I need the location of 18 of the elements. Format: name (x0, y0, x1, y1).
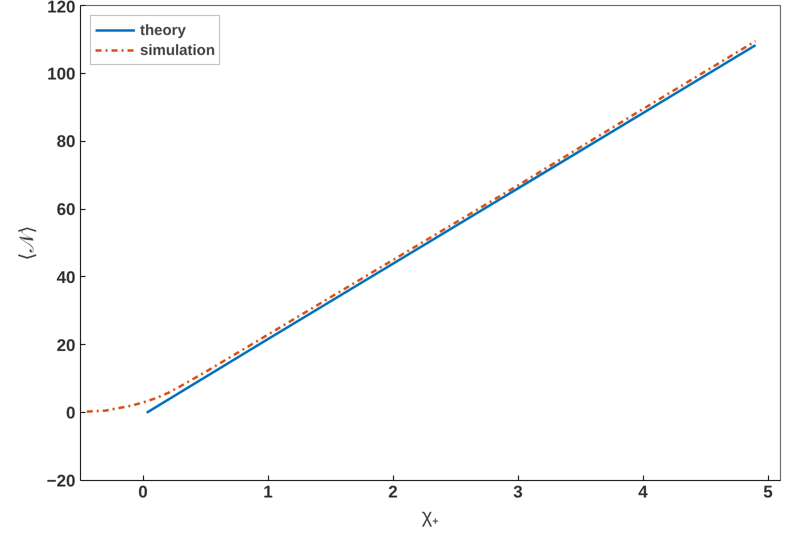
x-axis-title: χ₊ (422, 506, 440, 528)
y-tick-label: 20 (56, 336, 76, 355)
y-axis-title: ⟨𝒩⟩ (16, 226, 39, 260)
y-tick-label: 40 (56, 268, 76, 287)
x-tick-label: 3 (513, 482, 523, 502)
x-tick-label: 5 (763, 482, 773, 502)
y-tick-label: −20 (46, 472, 76, 490)
x-tick-label: 1 (263, 482, 273, 502)
x-tick-label: 4 (638, 482, 648, 502)
legend-label: simulation (140, 42, 216, 58)
x-tick-label: 2 (388, 482, 398, 502)
y-tick-label: 80 (56, 132, 76, 152)
y-tick-label: 0 (66, 404, 76, 423)
y-tick-label: 100 (47, 64, 76, 84)
y-tick-label: 120 (47, 0, 76, 16)
y-tick-label: 60 (56, 200, 76, 220)
legend-label: theory (140, 22, 186, 38)
x-tick-label: 0 (138, 482, 148, 502)
